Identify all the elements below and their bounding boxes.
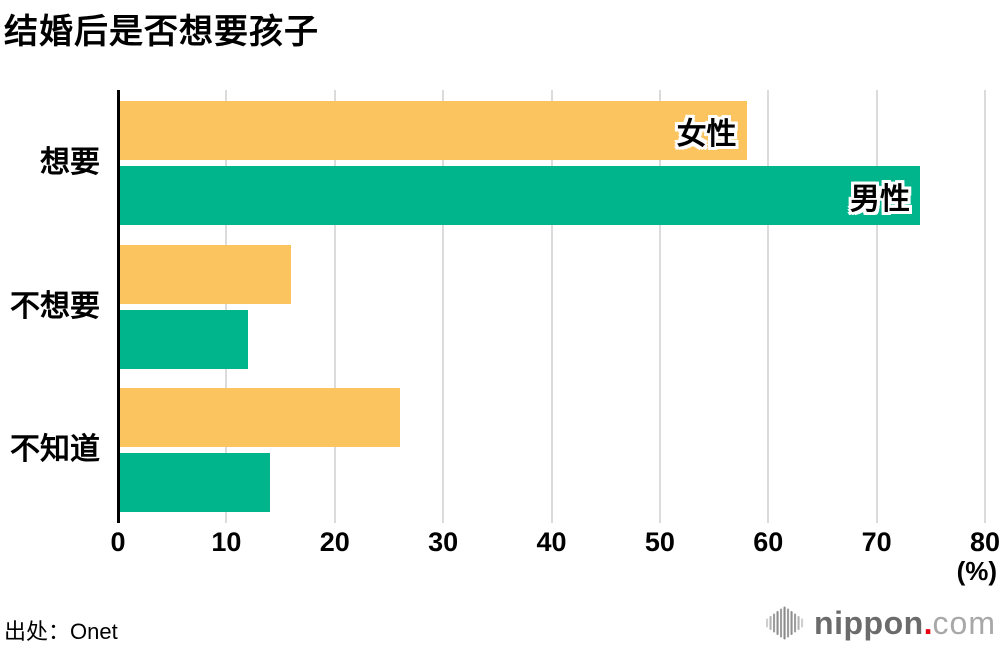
chart-title: 结婚后是否想要孩子 [4, 13, 319, 51]
x-tick-label: 0 [110, 527, 126, 557]
x-tick-label: 50 [644, 527, 675, 557]
x-tick-label: 70 [861, 527, 892, 557]
bar-不知道-男性 [118, 453, 270, 512]
x-tick-label: 10 [211, 527, 242, 557]
logo-text-nippon: nippon [814, 604, 924, 641]
nippon-logo: nippon . com [765, 603, 996, 643]
x-axis-unit-label: (%) [956, 556, 997, 586]
gridline [442, 90, 445, 523]
gridline [333, 90, 336, 523]
bar-想要-男性 [118, 166, 920, 225]
gridline [984, 90, 986, 523]
logo-dot: . [923, 604, 933, 641]
category-label: 不知道 [10, 433, 100, 466]
source-note: 出处：Onet [4, 619, 118, 644]
x-tick-label: 30 [428, 527, 459, 557]
gridline [875, 90, 878, 523]
series-label-男性: 男性 [849, 182, 910, 216]
logo-text-com: com [932, 604, 996, 641]
gridline [225, 90, 228, 523]
x-tick-label: 40 [536, 527, 567, 557]
x-tick-label: 80 [969, 527, 1000, 557]
gridline [767, 90, 770, 523]
x-tick-label: 20 [319, 527, 350, 557]
bar-不想要-男性 [118, 310, 249, 369]
x-tick-label: 60 [753, 527, 784, 557]
category-label: 想要 [40, 146, 100, 179]
category-label: 不想要 [10, 290, 100, 323]
series-label-女性: 女性 [676, 117, 737, 151]
bar-想要-女性 [118, 101, 747, 160]
bar-不想要-女性 [118, 245, 292, 304]
soundwave-icon [766, 606, 804, 640]
gridline [550, 90, 553, 523]
bar-不知道-女性 [118, 388, 400, 447]
gridline [658, 90, 661, 523]
y-axis-line [116, 90, 120, 523]
